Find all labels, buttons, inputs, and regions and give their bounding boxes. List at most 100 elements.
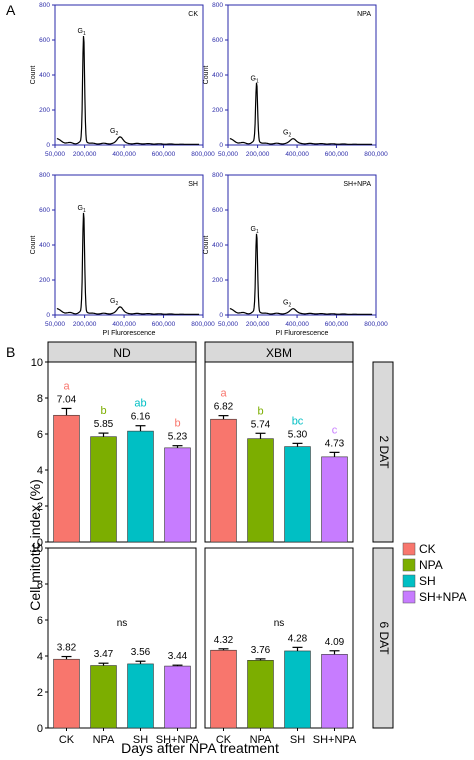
histogram-curve: [229, 82, 373, 145]
x-tick-label: SH: [133, 734, 148, 746]
x-tick-label: 200,000: [246, 151, 270, 158]
count-label: Count: [30, 66, 37, 85]
value-label: 6.82: [214, 402, 234, 413]
bar-sh-npa: [321, 456, 348, 543]
x-tick-label: 400,000: [285, 321, 309, 328]
plot-frame: [54, 174, 204, 316]
value-label: 4.32: [214, 635, 234, 646]
legend-swatch-ck: [402, 542, 416, 556]
legend-swatch-npa: [402, 558, 416, 572]
legend-label: NPA: [419, 558, 443, 572]
x-tick-label: SH+NPA: [156, 734, 200, 746]
y-tick-label: 6: [37, 615, 43, 627]
count-label: Count: [203, 66, 210, 85]
strip-6dat: [372, 547, 394, 729]
bar-sh: [284, 446, 311, 543]
panel-frame: [47, 361, 197, 543]
y-tick-label: 2: [37, 501, 43, 513]
bar-sh: [127, 430, 154, 543]
value-label: 5.74: [251, 419, 271, 430]
bar-npa: [247, 438, 274, 543]
x-tick-label: 50,000: [45, 151, 65, 158]
peak-label-g1: G1: [250, 75, 258, 84]
bar-sh: [284, 650, 311, 729]
value-label: 5.30: [288, 429, 308, 440]
histogram-curve: [229, 233, 373, 315]
y-tick-label: 600: [39, 37, 50, 44]
y-tick-label: 200: [212, 277, 223, 284]
y-tick-label: 10: [31, 357, 43, 369]
bar-ck: [210, 649, 237, 729]
panel-xbm-6dat: 4.32 CK 3.76 NPA 4.28 SH 4.09 SH+NPA ns: [204, 547, 357, 746]
value-label: 3.82: [57, 643, 77, 654]
x-tick-label: SH+NPA: [313, 734, 357, 746]
y-axis-title: Cell mitotic index (%): [27, 479, 43, 610]
x-tick-label: 600,000: [325, 321, 349, 328]
x-tick-label: 200,000: [73, 321, 97, 328]
panel-nd-2dat: 0 2 4 6 8 10 7.04 a 5.85 b 6.16 ab 5.23 b: [31, 357, 197, 549]
y-tick-label: 400: [39, 72, 50, 79]
x-tick-label: 800,000: [191, 321, 215, 328]
bar-npa: [90, 436, 117, 543]
panel-b-letter: B: [6, 344, 15, 360]
x-tick-label: 400,000: [112, 151, 136, 158]
x-tick-label: CK: [216, 734, 232, 746]
significance-letter: ab: [134, 398, 146, 410]
strip-xbm-label: XBM: [266, 346, 292, 360]
panel-frame: [204, 547, 354, 729]
significance-letter: b: [257, 405, 263, 417]
y-tick-label: 400: [212, 242, 223, 249]
x-tick-label: 800,000: [364, 151, 388, 158]
sample-label: SH+NPA: [343, 181, 371, 188]
significance-letter: b: [100, 405, 106, 417]
peak-label-g2: G2: [283, 130, 291, 139]
y-tick-label: 800: [39, 172, 50, 179]
legend-label: SH: [419, 574, 436, 588]
value-label: 5.85: [94, 419, 114, 430]
x-tick-label: CK: [59, 734, 75, 746]
pi-fluorescence-label: PI Flurorescence: [103, 330, 156, 337]
bar-sh-npa: [164, 665, 191, 729]
significance-letter: a: [220, 388, 227, 400]
y-tick-label: 200: [39, 107, 50, 114]
x-tick-label: SH: [290, 734, 305, 746]
histogram-curve: [56, 35, 200, 145]
y-tick-label: 0: [46, 312, 50, 319]
histogram-sh: 0 200 400 600 800 50,000 200,000 400,000 600,000…: [30, 172, 215, 337]
y-tick-label: 2: [37, 687, 43, 699]
significance-letter: b: [174, 418, 180, 430]
y-tick-label: 0: [46, 142, 50, 149]
x-tick-label: 400,000: [285, 151, 309, 158]
y-tick-label: 0: [219, 312, 223, 319]
legend-swatch-sh: [402, 574, 416, 588]
histogram-ck: 0 200 400 600 800 50,000 200,000 400,000 600,000…: [30, 2, 215, 158]
bar-npa: [247, 660, 274, 729]
histogram-sh-npa: 0 200 400 600 800 50,000 200,000 400,000 600,000…: [203, 172, 388, 337]
significance-letter: a: [63, 380, 70, 392]
y-tick-label: 400: [212, 72, 223, 79]
y-tick-label: 0: [37, 537, 43, 549]
bar-npa: [90, 665, 117, 729]
y-tick-label: 800: [212, 172, 223, 179]
strip-2dat: [372, 361, 394, 543]
bar-ck: [53, 658, 80, 729]
peak-label-g2: G2: [283, 300, 291, 309]
histogram-npa: 0 200 400 600 800 50,000 200,000 400,000 600,000…: [203, 2, 388, 158]
panel-b: 0 2 4 6 8 10 7.04 a 5.85 b 6.16 ab 5.23 b 6.82 a 5.74 b 5.…: [31, 357, 357, 746]
panel-nd-6dat: 0 2 4 6 8 10 3.82 CK 3.47 NPA 3.56 SH 3.44 SH+NPA ns: [31, 543, 200, 746]
plot-frame: [227, 174, 377, 316]
value-label: 5.23: [168, 432, 188, 443]
histogram-curve: [56, 212, 200, 315]
y-tick-label: 4: [37, 465, 43, 477]
strip-nd-label: ND: [113, 346, 131, 360]
x-tick-label: 200,000: [246, 321, 270, 328]
peak-label-g2: G2: [110, 298, 118, 307]
value-label: 3.76: [251, 645, 271, 656]
y-tick-label: 800: [39, 2, 50, 9]
peak-label-g1: G1: [77, 28, 85, 37]
y-tick-label: 10: [31, 543, 43, 555]
x-tick-label: 800,000: [191, 151, 215, 158]
y-tick-label: 0: [37, 723, 43, 735]
y-tick-label: 8: [37, 393, 43, 405]
